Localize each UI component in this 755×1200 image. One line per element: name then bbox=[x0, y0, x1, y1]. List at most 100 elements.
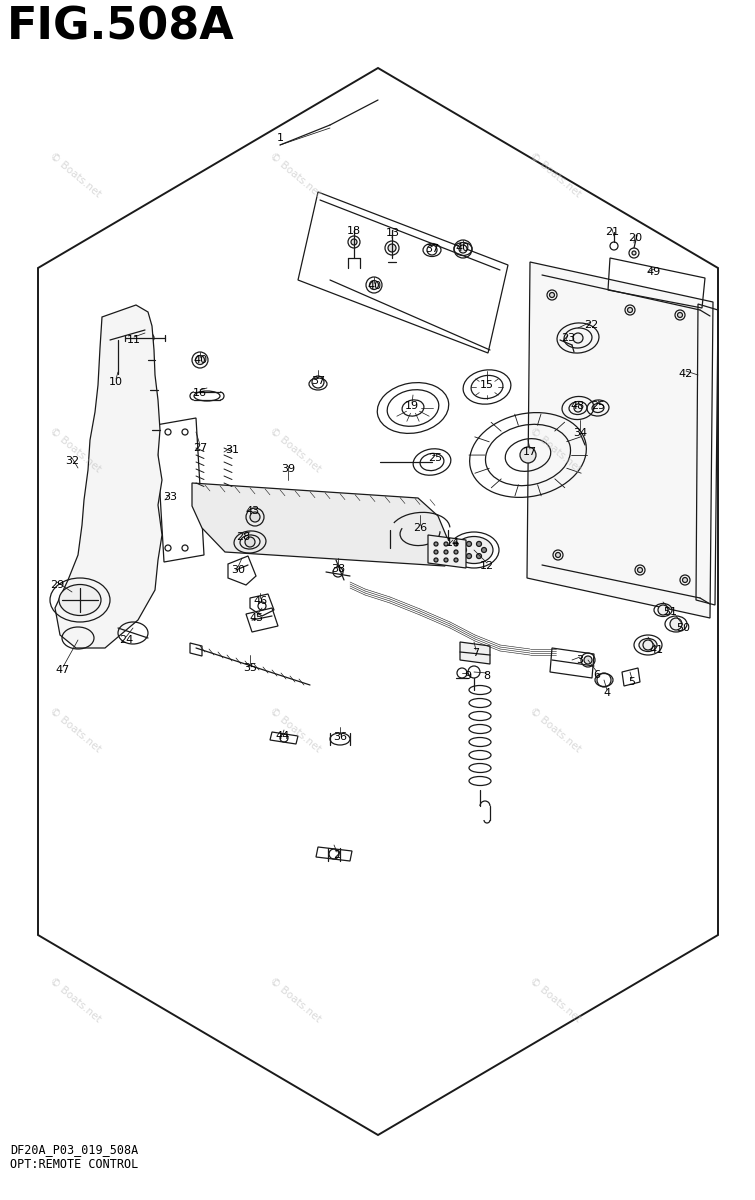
Circle shape bbox=[444, 542, 448, 546]
Ellipse shape bbox=[639, 638, 657, 652]
Text: © Boats.net: © Boats.net bbox=[528, 151, 583, 199]
Text: © Boats.net: © Boats.net bbox=[528, 976, 583, 1025]
Circle shape bbox=[112, 378, 124, 389]
Text: 7: 7 bbox=[473, 648, 479, 658]
Text: 1: 1 bbox=[276, 133, 283, 143]
Text: © Boats.net: © Boats.net bbox=[48, 151, 103, 199]
Text: 43: 43 bbox=[245, 506, 259, 516]
Text: 42: 42 bbox=[679, 370, 693, 379]
Text: 25: 25 bbox=[428, 452, 442, 463]
Circle shape bbox=[476, 541, 482, 546]
Text: 47: 47 bbox=[56, 665, 70, 674]
Text: 44: 44 bbox=[276, 731, 290, 740]
Text: OPT:REMOTE CONTROL: OPT:REMOTE CONTROL bbox=[10, 1158, 138, 1171]
Text: 13: 13 bbox=[386, 228, 400, 238]
Text: 2: 2 bbox=[334, 850, 341, 860]
Text: 33: 33 bbox=[163, 492, 177, 502]
Text: 46: 46 bbox=[253, 596, 267, 606]
Polygon shape bbox=[527, 262, 713, 618]
Circle shape bbox=[520, 446, 536, 463]
Circle shape bbox=[434, 542, 438, 546]
Text: 23: 23 bbox=[561, 332, 575, 343]
Circle shape bbox=[196, 355, 205, 365]
Text: 15: 15 bbox=[480, 380, 494, 390]
Text: 40: 40 bbox=[367, 281, 381, 290]
Circle shape bbox=[454, 558, 458, 562]
Ellipse shape bbox=[455, 536, 493, 564]
Text: 45: 45 bbox=[250, 613, 264, 623]
Text: © Boats.net: © Boats.net bbox=[267, 426, 322, 474]
Circle shape bbox=[658, 605, 668, 614]
Circle shape bbox=[476, 553, 482, 558]
Circle shape bbox=[677, 312, 683, 318]
Text: © Boats.net: © Boats.net bbox=[267, 706, 322, 755]
Circle shape bbox=[461, 547, 467, 552]
Text: 49: 49 bbox=[647, 266, 661, 277]
Text: 36: 36 bbox=[333, 732, 347, 742]
Text: 27: 27 bbox=[193, 443, 207, 452]
Text: 22: 22 bbox=[584, 320, 598, 330]
Circle shape bbox=[351, 239, 357, 245]
Ellipse shape bbox=[59, 584, 101, 616]
Text: 34: 34 bbox=[573, 428, 587, 438]
Circle shape bbox=[467, 541, 472, 546]
Text: 29: 29 bbox=[50, 580, 64, 590]
Circle shape bbox=[573, 332, 583, 343]
Text: 16: 16 bbox=[193, 388, 207, 398]
Circle shape bbox=[454, 542, 458, 546]
Circle shape bbox=[369, 281, 378, 289]
Text: © Boats.net: © Boats.net bbox=[48, 426, 103, 474]
Circle shape bbox=[434, 558, 438, 562]
Text: 6: 6 bbox=[593, 670, 600, 680]
Text: 37: 37 bbox=[425, 244, 439, 254]
Text: 28: 28 bbox=[236, 532, 250, 542]
Text: 50: 50 bbox=[676, 623, 690, 634]
Text: 37: 37 bbox=[311, 376, 325, 386]
Text: 31: 31 bbox=[225, 445, 239, 455]
Polygon shape bbox=[192, 482, 448, 566]
Polygon shape bbox=[460, 642, 490, 664]
Text: 8: 8 bbox=[483, 671, 491, 680]
Text: 41: 41 bbox=[649, 646, 663, 655]
Circle shape bbox=[467, 553, 472, 558]
Text: 9: 9 bbox=[464, 671, 472, 680]
Text: 40: 40 bbox=[456, 242, 470, 253]
Text: © Boats.net: © Boats.net bbox=[48, 976, 103, 1025]
Text: DF20A_P03_019_508A: DF20A_P03_019_508A bbox=[10, 1142, 138, 1156]
Text: © Boats.net: © Boats.net bbox=[528, 426, 583, 474]
Text: 18: 18 bbox=[347, 226, 361, 236]
Circle shape bbox=[245, 538, 255, 547]
Text: 20: 20 bbox=[628, 233, 642, 242]
Circle shape bbox=[482, 547, 486, 552]
Circle shape bbox=[454, 550, 458, 554]
Text: © Boats.net: © Boats.net bbox=[267, 976, 322, 1025]
Text: © Boats.net: © Boats.net bbox=[48, 706, 103, 755]
Text: © Boats.net: © Boats.net bbox=[267, 151, 322, 199]
Text: 17: 17 bbox=[523, 446, 537, 457]
Text: 14: 14 bbox=[446, 538, 460, 548]
Circle shape bbox=[632, 251, 636, 254]
Circle shape bbox=[388, 244, 396, 252]
Text: © Boats.net: © Boats.net bbox=[528, 706, 583, 755]
Circle shape bbox=[250, 512, 260, 522]
Text: 30: 30 bbox=[231, 565, 245, 575]
Text: 25: 25 bbox=[591, 401, 605, 410]
Text: 10: 10 bbox=[109, 377, 123, 386]
Text: 51: 51 bbox=[663, 607, 677, 617]
Text: 40: 40 bbox=[193, 355, 207, 365]
Text: 26: 26 bbox=[413, 523, 427, 533]
Circle shape bbox=[584, 656, 592, 664]
Text: 35: 35 bbox=[243, 662, 257, 673]
Text: FIG.508A: FIG.508A bbox=[7, 5, 235, 48]
Circle shape bbox=[434, 550, 438, 554]
Text: 32: 32 bbox=[65, 456, 79, 466]
Text: 3: 3 bbox=[577, 655, 584, 665]
Text: 21: 21 bbox=[605, 227, 619, 236]
Circle shape bbox=[670, 618, 682, 630]
Circle shape bbox=[444, 550, 448, 554]
Circle shape bbox=[627, 307, 633, 312]
Text: 24: 24 bbox=[119, 635, 133, 646]
Text: 4: 4 bbox=[603, 688, 611, 698]
Polygon shape bbox=[428, 535, 466, 568]
Text: 38: 38 bbox=[331, 564, 345, 574]
